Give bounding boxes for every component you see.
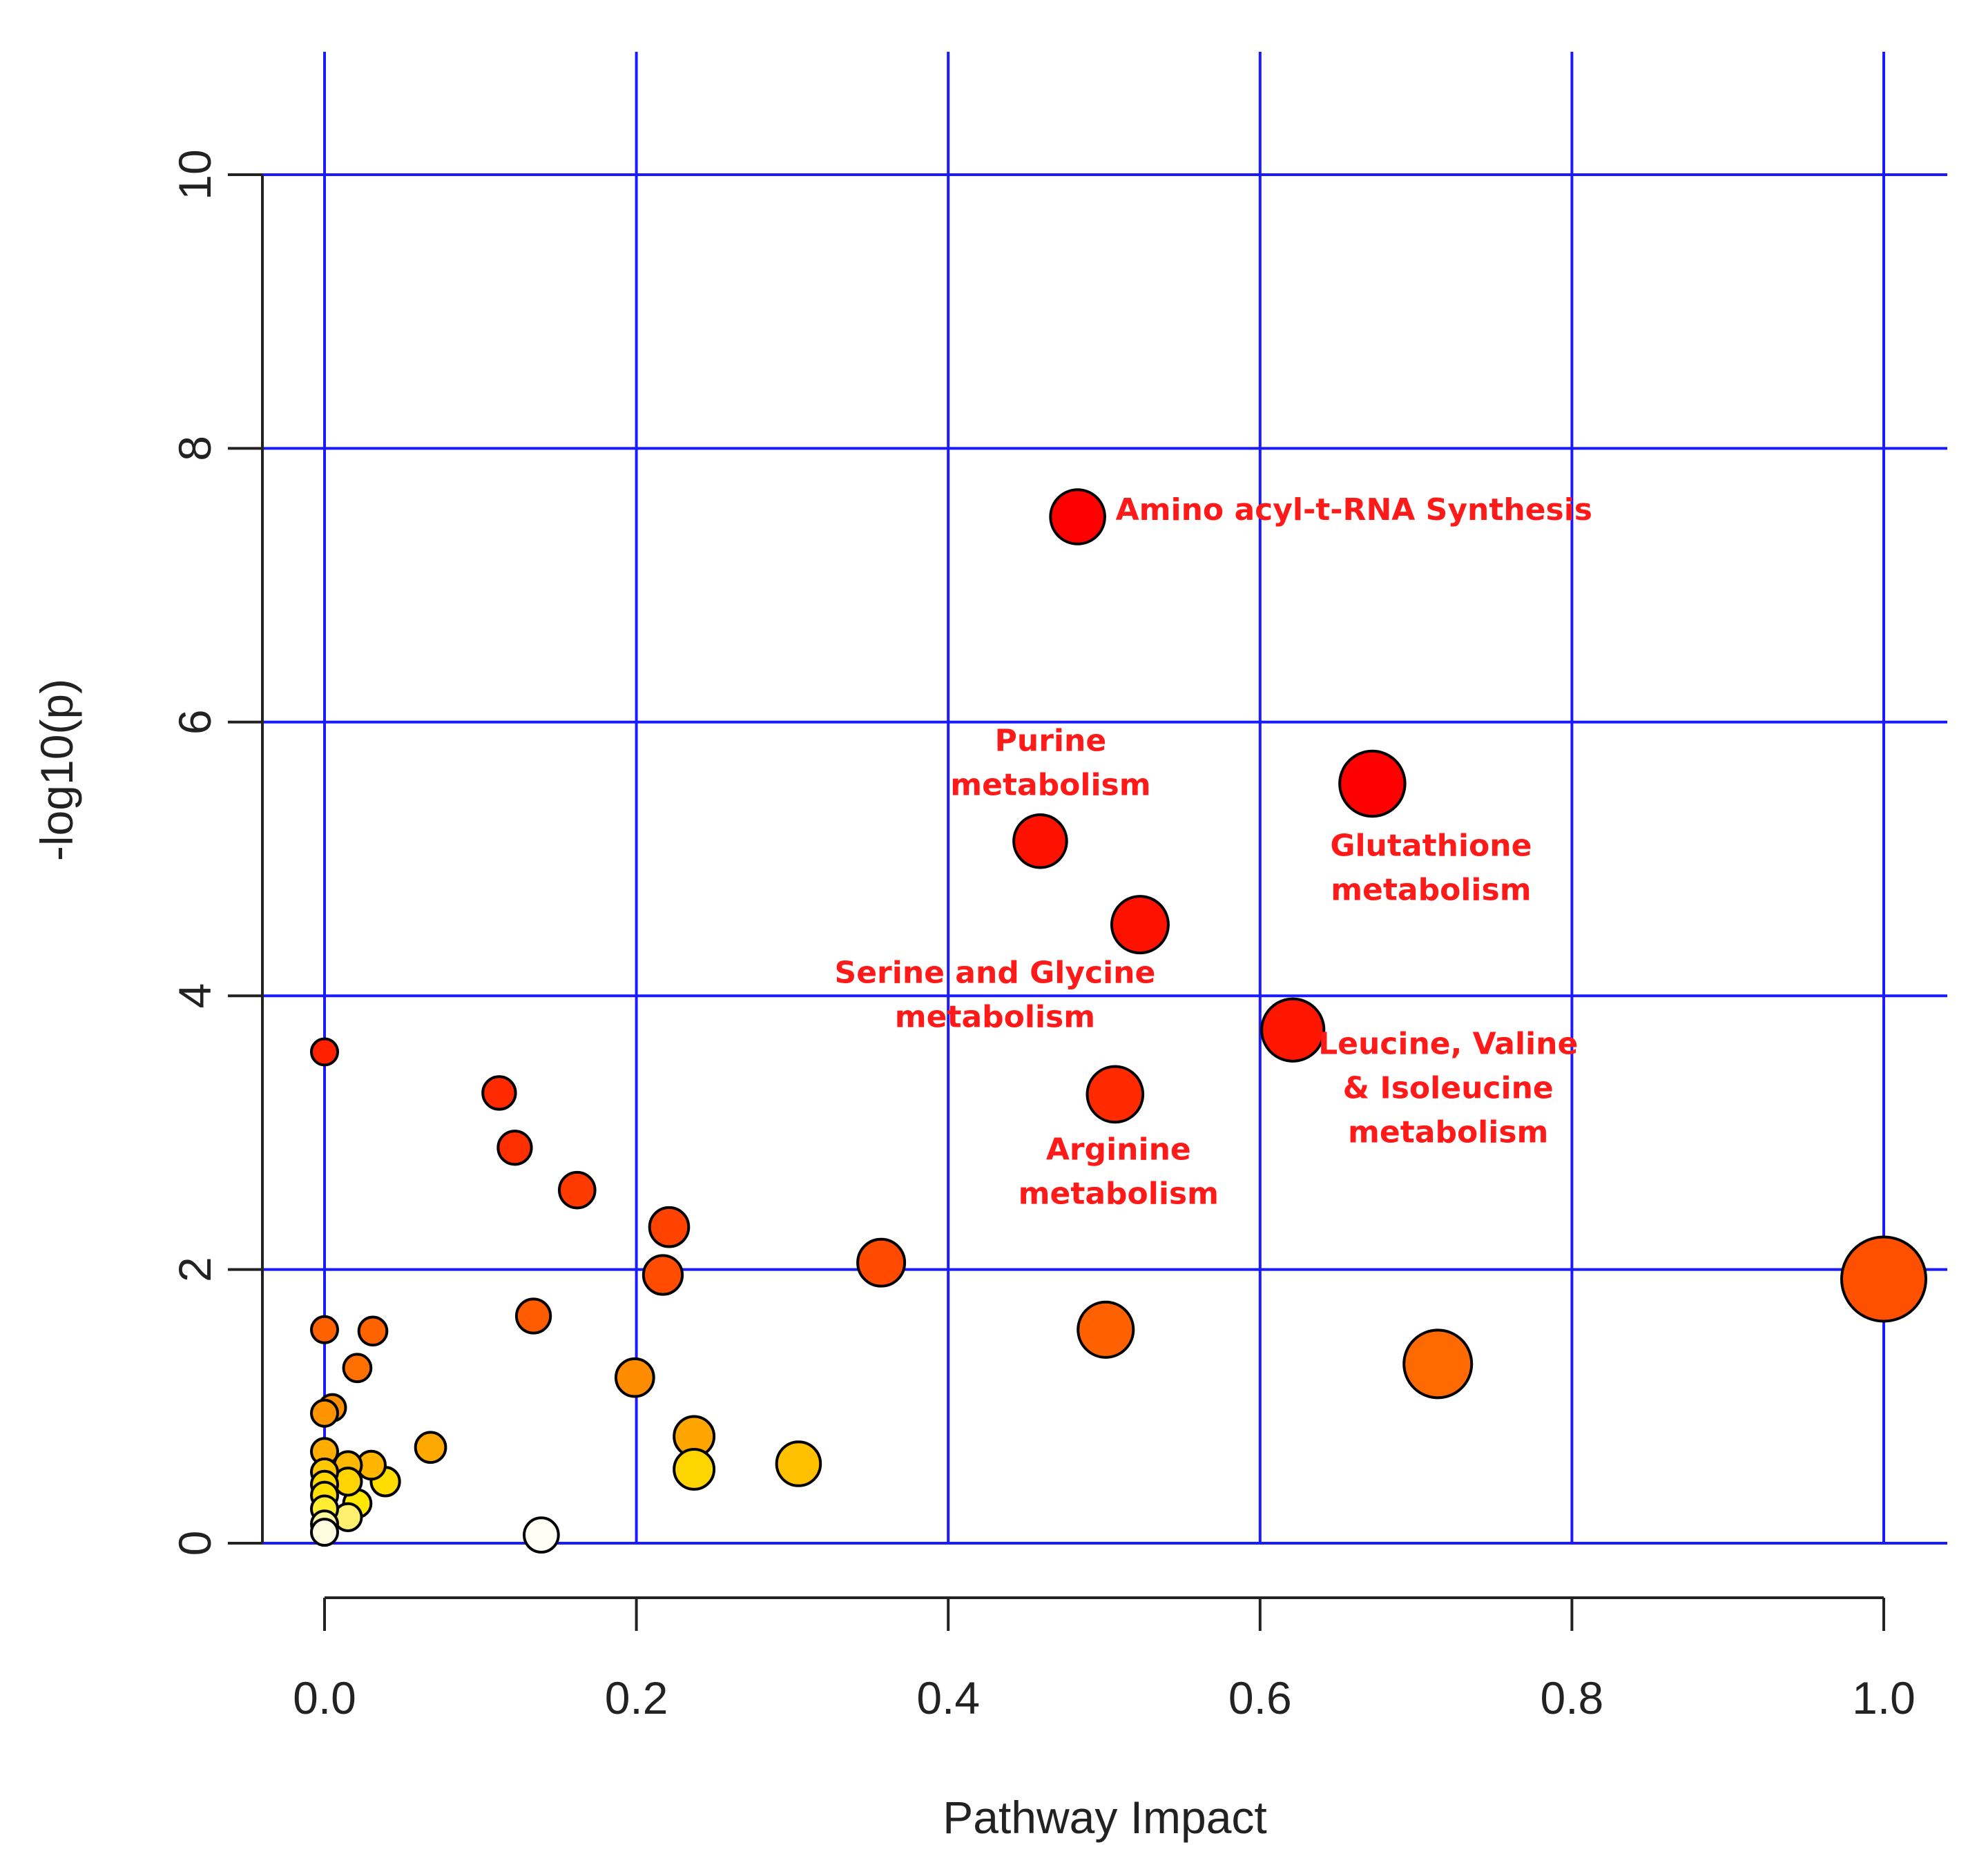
y-tick-label-0: 0 [169, 1531, 220, 1556]
data-point-8 [496, 1130, 533, 1166]
annotation-4-line-0: Leucine, Valine [1318, 1026, 1578, 1061]
data-point-24 [414, 1431, 447, 1464]
data-point-18 [357, 1315, 389, 1347]
annotation-0-line-0: Amino acyl-t-RNA Synthesis [1116, 492, 1592, 528]
annotation-3-line-0: Serine and Glycine [835, 956, 1156, 991]
data-point-7 [481, 1075, 517, 1111]
annotation-4-line-1: & Isoleucine [1343, 1070, 1554, 1105]
x-axis-title: Pathway Impact [943, 1792, 1267, 1843]
data-point-14 [1077, 1300, 1135, 1359]
annotation-4-line-2: metabolism [1348, 1114, 1548, 1150]
x-tick-label-4: 0.8 [1541, 1672, 1604, 1723]
data-point-19 [342, 1353, 373, 1384]
y-tick-label-2: 4 [169, 983, 220, 1009]
data-point-28 [775, 1440, 822, 1487]
data-point-13 [1840, 1235, 1927, 1323]
y-tick-label-4: 8 [169, 436, 220, 461]
data-point-1 [1338, 749, 1407, 818]
data-point-10 [648, 1206, 691, 1248]
data-point-15 [1402, 1328, 1474, 1400]
annotation-5-line-0: Arginine [1046, 1132, 1191, 1167]
y-tick-label-1: 2 [169, 1257, 220, 1282]
data-point-16 [514, 1297, 552, 1335]
annotation-5-line-1: metabolism [1019, 1176, 1219, 1211]
data-point-29 [673, 1448, 716, 1491]
y-axis-title: -log10(p) [31, 679, 82, 861]
data-point-9 [557, 1170, 597, 1210]
pathway-annotations: Amino acyl-t-RNA Synthesis Purine metaboli… [835, 492, 1592, 1211]
data-point-11 [641, 1254, 684, 1296]
y-tick-label-5: 10 [169, 149, 220, 200]
data-point-5 [1086, 1065, 1145, 1124]
annotation-1-line-0: Purine [995, 724, 1107, 759]
x-tick-label-0: 0.0 [293, 1672, 356, 1723]
data-point-12 [856, 1237, 907, 1288]
data-point-4 [1260, 997, 1326, 1063]
data-point-20 [614, 1357, 655, 1398]
data-points [310, 488, 1927, 1554]
y-tick-label-3: 6 [169, 709, 220, 735]
x-tick-label-2: 0.4 [916, 1672, 980, 1723]
data-point-40 [523, 1516, 560, 1554]
annotation-2-line-1: metabolism [1331, 872, 1531, 907]
data-point-2 [1012, 813, 1068, 869]
x-tick-label-5: 1.0 [1852, 1672, 1916, 1723]
annotation-2-line-0: Glutathione [1330, 828, 1532, 863]
data-point-39 [310, 1518, 339, 1547]
data-point-22 [310, 1398, 339, 1428]
data-point-3 [1110, 895, 1170, 955]
x-tick-label-1: 0.2 [605, 1672, 668, 1723]
annotation-1-line-1: metabolism [950, 768, 1150, 803]
x-tick-label-3: 0.6 [1228, 1672, 1292, 1723]
annotation-3-line-1: metabolism [895, 1000, 1095, 1035]
data-point-17 [310, 1315, 339, 1344]
axes: 0 2 4 6 8 10 0.0 0.2 0.4 0.6 0.8 1.0 [169, 149, 1916, 1723]
data-point-6 [310, 1037, 339, 1067]
data-point-0 [1049, 488, 1106, 545]
